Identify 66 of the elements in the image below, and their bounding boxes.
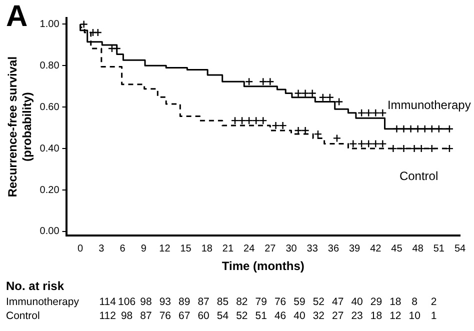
text: No. at risk bbox=[6, 279, 64, 293]
point bbox=[400, 144, 408, 153]
x-tick-label: 24 bbox=[244, 243, 256, 254]
x-tick-label: 36 bbox=[328, 243, 340, 254]
point bbox=[238, 116, 246, 125]
point bbox=[294, 89, 302, 98]
point bbox=[244, 116, 254, 125]
point bbox=[445, 144, 454, 153]
point bbox=[308, 89, 316, 98]
series-label: Immunotherapy bbox=[387, 98, 471, 112]
series-label: Control bbox=[399, 168, 438, 183]
point bbox=[259, 78, 268, 86]
point bbox=[94, 28, 102, 37]
point bbox=[334, 98, 344, 106]
point bbox=[272, 121, 280, 130]
y-tick-label: 0.00 bbox=[40, 226, 60, 238]
x-tick-label: 51 bbox=[433, 243, 445, 254]
point bbox=[244, 78, 254, 86]
y-tick-label: 0.80 bbox=[40, 60, 60, 72]
text: A bbox=[6, 0, 28, 34]
x-tick-label: 12 bbox=[159, 243, 171, 254]
point bbox=[364, 108, 373, 118]
x-tick-label: 27 bbox=[264, 243, 276, 254]
x-tick-label: 45 bbox=[391, 243, 403, 254]
x-tick-label: 21 bbox=[222, 243, 234, 254]
point bbox=[301, 89, 310, 98]
point bbox=[259, 116, 268, 125]
y-axis-title: Recurrence-free survival (probability) bbox=[6, 56, 34, 198]
point bbox=[357, 140, 366, 148]
x-axis-title: Time (months) bbox=[222, 259, 304, 274]
point bbox=[372, 108, 380, 118]
x-tick-label: 54 bbox=[454, 243, 466, 254]
x-tick-label: 48 bbox=[412, 243, 424, 254]
point bbox=[357, 108, 366, 118]
x-tick-label: 3 bbox=[98, 243, 105, 254]
point bbox=[372, 140, 380, 148]
y-tick-label: 0.60 bbox=[40, 102, 60, 113]
x-tick-label: 33 bbox=[306, 243, 318, 254]
x-tick-label: 42 bbox=[370, 243, 382, 254]
y-tick-label: 1.00 bbox=[40, 18, 60, 30]
text: Immunotherapy 114 106 98 93 89 87 85 82 79 76 59 52 47 40 29 18 8 2 bbox=[6, 296, 437, 308]
point bbox=[378, 140, 387, 148]
point bbox=[326, 93, 334, 102]
point bbox=[252, 116, 260, 125]
point bbox=[314, 130, 322, 138]
point bbox=[318, 93, 327, 102]
y-tick-label: 0.20 bbox=[40, 184, 60, 196]
x-tick-label: 30 bbox=[286, 243, 298, 254]
point bbox=[349, 140, 358, 148]
x-tick-label: 6 bbox=[120, 243, 126, 254]
point bbox=[364, 140, 373, 148]
point bbox=[278, 121, 287, 130]
point bbox=[88, 28, 98, 37]
y-tick-label: 0.40 bbox=[40, 143, 60, 154]
x-tick-label: 39 bbox=[348, 243, 361, 254]
point bbox=[417, 144, 426, 153]
point bbox=[266, 78, 274, 86]
x-tick-label: 18 bbox=[201, 243, 213, 254]
point bbox=[332, 134, 342, 142]
point bbox=[230, 116, 240, 125]
x-tick-label: 15 bbox=[180, 243, 192, 254]
point bbox=[378, 108, 387, 118]
x-tick-label: 0 bbox=[78, 243, 84, 254]
point bbox=[428, 144, 436, 153]
text: Control 112 98 87 76 67 60 54 52 51 46 40 32 27 23 18 12 10 1 bbox=[6, 310, 437, 322]
x-tick-label: 9 bbox=[140, 243, 147, 254]
